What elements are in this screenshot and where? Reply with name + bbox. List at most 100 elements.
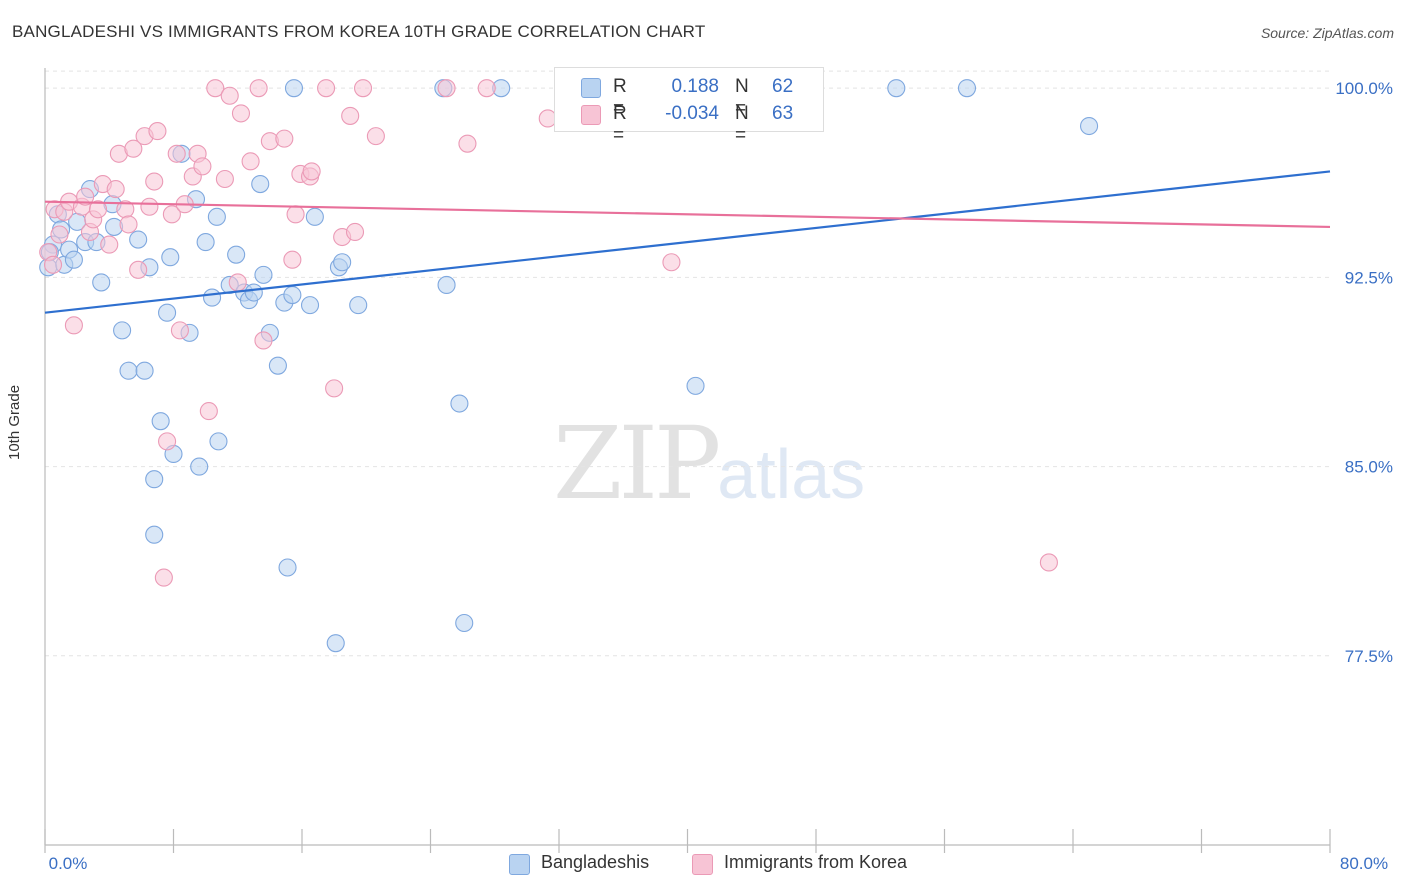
y-tick-label: 100.0% xyxy=(1335,79,1393,98)
korea-point xyxy=(477,79,496,98)
korea-point xyxy=(215,169,234,189)
chart-title: BANGLADESHI VS IMMIGRANTS FROM KOREA 10T… xyxy=(12,22,706,41)
watermark-atlas: atlas xyxy=(717,435,866,513)
legend-swatch-pink xyxy=(581,105,601,125)
legend-label: Immigrants from Korea xyxy=(724,852,908,872)
legend-label: Bangladeshis xyxy=(541,852,650,872)
bangladeshi-trend-line xyxy=(44,170,1331,314)
bangladeshi-point xyxy=(283,285,302,305)
korea-point xyxy=(129,260,148,279)
bangladeshi-point xyxy=(268,356,287,375)
watermark-zip: ZIP xyxy=(553,405,721,522)
korea-point xyxy=(124,139,143,158)
bangladeshi-point xyxy=(64,250,83,269)
y-tick-label: 85.0% xyxy=(1345,458,1393,477)
bangladeshi-point xyxy=(190,457,209,476)
bangladeshi-point xyxy=(251,174,270,194)
korea-point xyxy=(662,253,681,272)
korea-point xyxy=(302,162,321,181)
bangladeshi-point xyxy=(113,321,132,340)
korea-point xyxy=(145,172,164,191)
bangladeshi-point xyxy=(333,253,352,272)
bangladeshi-point xyxy=(686,376,705,395)
bangladeshi-point xyxy=(957,79,977,98)
legend-swatch-pink xyxy=(692,854,713,875)
korea-point xyxy=(1039,553,1058,572)
korea-point xyxy=(140,197,159,216)
korea-point xyxy=(353,79,373,98)
bangladeshi-point xyxy=(145,525,164,544)
bangladeshi-point xyxy=(227,245,246,264)
watermark: ZIPatlas xyxy=(553,405,865,522)
korea-point xyxy=(206,79,225,98)
bangladeshi-point xyxy=(129,230,148,249)
bangladeshi-point xyxy=(151,412,170,431)
korea-point xyxy=(286,205,305,224)
bangladeshi-point xyxy=(196,233,215,252)
legend-swatch-blue xyxy=(509,854,530,875)
korea-point xyxy=(437,79,456,98)
x-tick-label: 0.0% xyxy=(49,854,88,873)
bangladeshi-point xyxy=(305,207,324,226)
r-value: -0.034 xyxy=(665,103,719,124)
korea-point xyxy=(154,568,173,587)
korea-point xyxy=(106,180,125,199)
korea-point xyxy=(76,187,95,206)
bangladeshi-point xyxy=(284,79,304,98)
korea-point xyxy=(148,122,167,141)
n-value: 62 xyxy=(772,76,794,97)
bangladeshi-point xyxy=(437,275,456,295)
bangladeshi-point xyxy=(158,303,177,322)
source-label: Source: ZipAtlas.com xyxy=(1260,25,1394,41)
y-tick-label: 77.5% xyxy=(1345,647,1393,666)
korea-point xyxy=(162,205,181,224)
y-axis-label: 10th Grade xyxy=(6,384,23,460)
korea-point xyxy=(100,235,119,254)
korea-point xyxy=(119,215,138,234)
n-value: 63 xyxy=(772,103,794,124)
korea-point xyxy=(43,255,63,274)
bangladeshi-point xyxy=(244,283,263,302)
korea-point xyxy=(167,144,186,163)
korea-point xyxy=(341,106,360,125)
bangladeshi-point xyxy=(209,432,228,451)
y-tick-label: 92.5% xyxy=(1345,268,1393,287)
korea-point xyxy=(275,129,294,148)
x-tick-label: 80.0% xyxy=(1340,854,1388,873)
korea-point xyxy=(228,273,247,292)
korea-point xyxy=(88,200,108,219)
bangladeshi-point xyxy=(92,273,111,292)
bangladeshi-point xyxy=(145,470,164,489)
bangladeshi-point xyxy=(135,361,154,380)
korea-point xyxy=(283,250,302,269)
bangladeshi-point xyxy=(203,288,222,307)
korea-point xyxy=(158,432,177,451)
korea-point xyxy=(220,86,239,105)
r-label: R = xyxy=(613,103,627,146)
r-label: R = xyxy=(613,76,627,119)
korea-point xyxy=(64,316,83,335)
korea-point xyxy=(458,134,477,153)
korea-point xyxy=(325,379,344,398)
bangladeshi-point xyxy=(1080,116,1099,136)
correlation-legend: R = 0.188 N = 62 R = -0.034 N = 63 xyxy=(554,67,824,146)
korea-point xyxy=(366,127,385,146)
legend-swatch-blue xyxy=(581,78,601,98)
korea-point xyxy=(193,157,212,176)
bangladeshi-point xyxy=(161,248,180,267)
bangladeshi-point xyxy=(254,265,273,284)
korea-point xyxy=(50,225,69,244)
korea-point xyxy=(317,79,336,98)
korea-point xyxy=(170,321,189,340)
n-label: N = xyxy=(735,103,749,146)
r-value: 0.188 xyxy=(671,76,719,97)
korea-point xyxy=(254,331,273,350)
korea-point xyxy=(241,152,260,171)
korea-point xyxy=(199,402,218,421)
bangladeshi-point xyxy=(300,296,320,315)
bangladeshi-point xyxy=(887,79,906,98)
bangladeshi-point xyxy=(119,361,138,380)
bangladeshi-point xyxy=(326,634,345,653)
korea-point xyxy=(345,222,365,242)
